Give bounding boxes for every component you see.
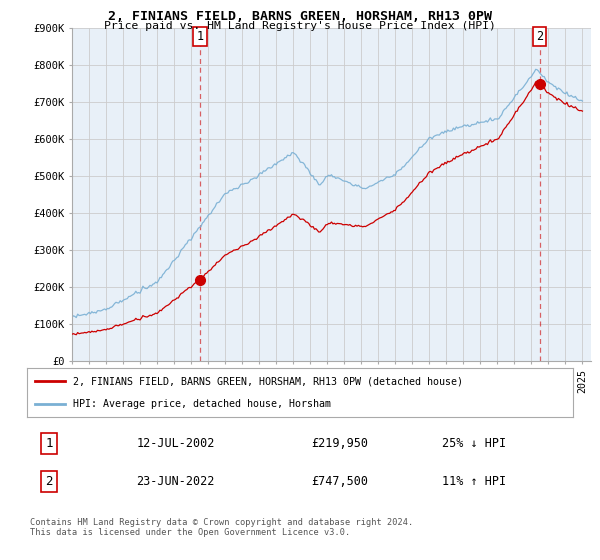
Text: HPI: Average price, detached house, Horsham: HPI: Average price, detached house, Hors… bbox=[73, 399, 331, 409]
Text: 2, FINIANS FIELD, BARNS GREEN, HORSHAM, RH13 0PW (detached house): 2, FINIANS FIELD, BARNS GREEN, HORSHAM, … bbox=[73, 376, 463, 386]
Text: £747,500: £747,500 bbox=[311, 475, 368, 488]
Text: Contains HM Land Registry data © Crown copyright and database right 2024.
This d: Contains HM Land Registry data © Crown c… bbox=[30, 518, 413, 538]
Text: 12-JUL-2002: 12-JUL-2002 bbox=[136, 437, 215, 450]
Text: 23-JUN-2022: 23-JUN-2022 bbox=[136, 475, 215, 488]
Text: 25% ↓ HPI: 25% ↓ HPI bbox=[442, 437, 506, 450]
Text: Price paid vs. HM Land Registry's House Price Index (HPI): Price paid vs. HM Land Registry's House … bbox=[104, 21, 496, 31]
Text: 1: 1 bbox=[45, 437, 53, 450]
Text: 1: 1 bbox=[197, 30, 204, 43]
Text: 11% ↑ HPI: 11% ↑ HPI bbox=[442, 475, 506, 488]
Text: 2, FINIANS FIELD, BARNS GREEN, HORSHAM, RH13 0PW: 2, FINIANS FIELD, BARNS GREEN, HORSHAM, … bbox=[108, 10, 492, 23]
Text: 2: 2 bbox=[45, 475, 53, 488]
Text: 2: 2 bbox=[536, 30, 543, 43]
Text: £219,950: £219,950 bbox=[311, 437, 368, 450]
